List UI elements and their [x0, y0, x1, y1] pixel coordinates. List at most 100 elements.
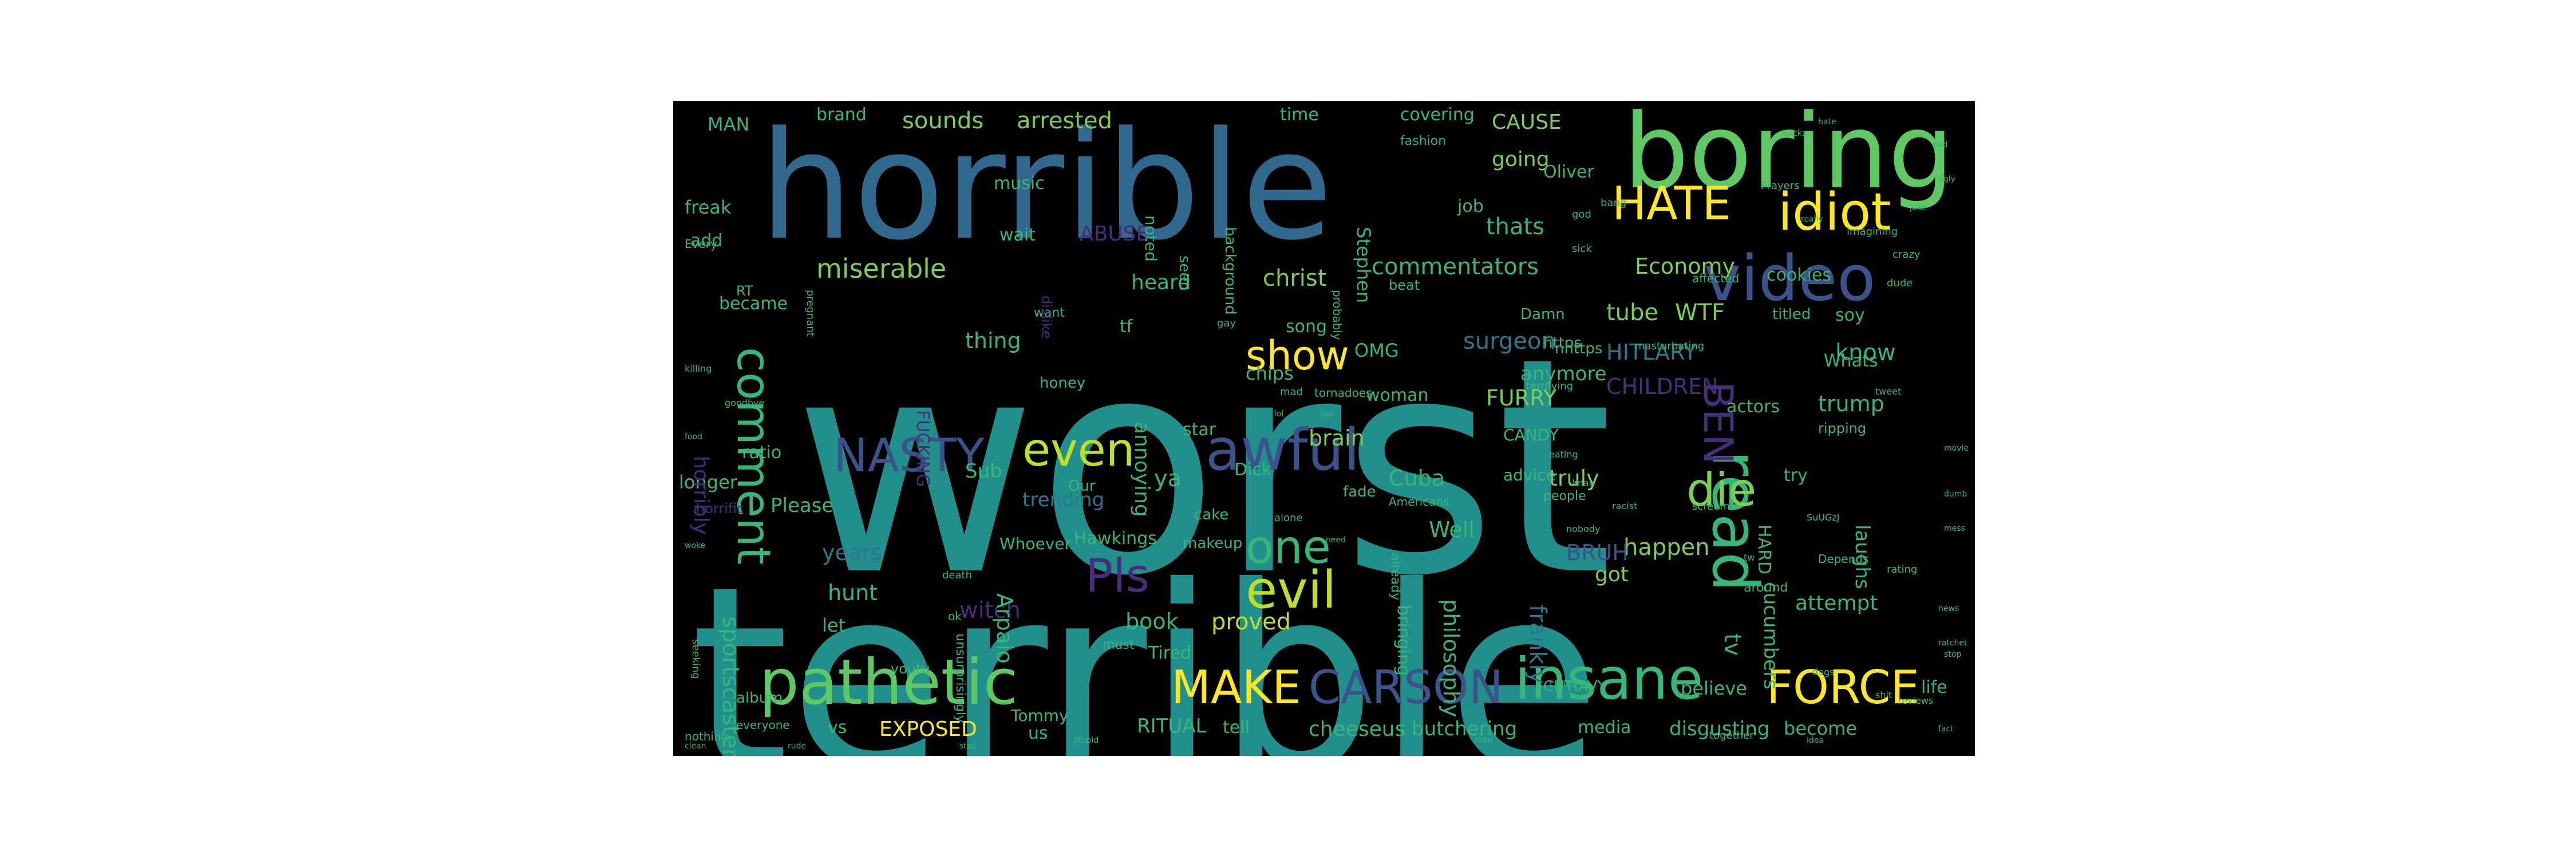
- word-job: job: [1457, 196, 1484, 216]
- word-wtf: WTF: [1675, 300, 1725, 326]
- word-clean: clean: [685, 742, 706, 751]
- word-food: food: [685, 432, 702, 442]
- word-death: death: [942, 569, 972, 581]
- word-annoying: annoying: [1130, 421, 1153, 517]
- word-thats: thats: [1486, 214, 1545, 240]
- word-album: album: [736, 689, 783, 707]
- word-already: already: [1388, 553, 1402, 601]
- word-news: news: [1938, 604, 1959, 613]
- word-truly: truly: [1549, 466, 1599, 491]
- word-nasty: NASTY: [833, 429, 985, 482]
- word-scream: scream: [1692, 501, 1730, 513]
- word-wait: wait: [999, 225, 1036, 245]
- word-carson: CARSON: [1309, 661, 1503, 714]
- word-ratchet: ratchet: [1938, 639, 1967, 648]
- word-whats: Whats: [1824, 351, 1878, 371]
- word-arrested: arrested: [1017, 108, 1112, 134]
- word-boring: boring: [1623, 101, 1954, 212]
- word-tv: tv: [1719, 633, 1745, 656]
- word-yes: yes: [1320, 409, 1334, 419]
- word-awful: awful: [1206, 416, 1360, 483]
- word-book: book: [1125, 609, 1179, 634]
- word-video: video: [1704, 242, 1876, 315]
- word-ugly: ugly: [1938, 175, 1955, 184]
- word-our: Our: [1068, 478, 1096, 495]
- word-reviews: reviews: [1898, 695, 1934, 706]
- word-nothing: nothing: [685, 730, 729, 743]
- word-economy: Economy: [1635, 254, 1735, 279]
- word-gay: gay: [1217, 317, 1236, 329]
- word-let: let: [822, 614, 846, 636]
- word-lol: lol: [1274, 409, 1284, 419]
- word-evil: evil: [1246, 560, 1337, 620]
- word-noted: noted: [1141, 215, 1160, 262]
- word-terrible: terrible: [690, 533, 1602, 756]
- word-got: got: [1595, 563, 1629, 586]
- word-idea: idea: [1807, 736, 1824, 745]
- word-miserable: miserable: [816, 253, 947, 284]
- word-heard: heard: [1131, 271, 1191, 294]
- word-movie: movie: [1944, 444, 1969, 453]
- word-idiot: idiot: [1778, 182, 1891, 242]
- word-tommy: Tommy: [1011, 706, 1069, 725]
- word-pregnant: pregnant: [804, 290, 816, 337]
- word-cause: CAUSE: [1492, 111, 1562, 134]
- word-force: FORCE: [1767, 661, 1919, 714]
- word-going: going: [1492, 148, 1550, 171]
- word-abuse: ABUSE: [1080, 222, 1149, 246]
- word-cookies: cookies: [1767, 265, 1831, 285]
- word-hate: hate: [1818, 117, 1836, 127]
- word-actors: actors: [1726, 397, 1780, 417]
- word-exposed: EXPOSED: [879, 718, 977, 741]
- word-rating: rating: [1887, 564, 1918, 576]
- word-soy: soy: [1835, 305, 1865, 325]
- word-thing: thing: [965, 328, 1021, 353]
- word-fucking: FUCKING: [912, 410, 933, 487]
- word-star: star: [1183, 420, 1216, 440]
- word-ratio: ratio: [742, 443, 782, 463]
- word-ok: ok: [948, 609, 962, 623]
- word-cucumbers: cucumbers: [1759, 582, 1782, 689]
- word-everyone: everyone: [736, 718, 790, 732]
- word-brain: brain: [1309, 425, 1365, 451]
- word-must: must: [1103, 638, 1135, 652]
- word-brand: brand: [816, 105, 867, 125]
- word-fashion: fashion: [1400, 134, 1447, 148]
- word-attempt: attempt: [1795, 592, 1878, 615]
- word-surgeon: surgeon: [1463, 328, 1556, 354]
- word-dumb: dumb: [1944, 490, 1967, 499]
- word-children: CHILDREN: [1606, 374, 1718, 399]
- word-tube: tube: [1606, 300, 1659, 326]
- word-stephen: Stephen: [1353, 227, 1374, 304]
- word-beat: beat: [1389, 277, 1420, 293]
- word-nhttps: nhttps: [1555, 340, 1603, 357]
- word-tell: tell: [1223, 718, 1250, 738]
- word-people: people: [1543, 489, 1586, 503]
- word-horrible: horrible: [759, 101, 1333, 273]
- word-prayers: Prayers: [1761, 180, 1800, 192]
- word-cloud: worst terrible horrible boring pathetic insan…: [673, 101, 1975, 756]
- word-freak: freak: [685, 196, 732, 218]
- word-even: even: [1022, 423, 1135, 476]
- word-racist: racist: [1612, 501, 1638, 511]
- word-one: one: [1246, 521, 1331, 574]
- word-unsurprisingly: unsurprisingly: [953, 633, 967, 723]
- word-suugzj: SuUGzJ: [1807, 512, 1840, 523]
- word-cake: cake: [1194, 506, 1229, 523]
- word-ya: ya: [1154, 466, 1182, 492]
- word-add: add: [690, 231, 723, 251]
- word-stupid: stupid: [1074, 736, 1099, 745]
- word-fade: fade: [1343, 483, 1376, 501]
- word-crazy: crazy: [1893, 249, 1921, 261]
- word-pathetic: pathetic: [759, 645, 1018, 719]
- word-fact: fact: [1938, 724, 1954, 734]
- word-want: want: [1034, 306, 1065, 320]
- word-cuties: cuties: [1549, 678, 1577, 689]
- word-make: MAKE: [1171, 661, 1301, 714]
- word-whoever: Whoever: [999, 534, 1072, 553]
- word-please: Please: [771, 494, 834, 517]
- word-furry: FURRY: [1486, 385, 1557, 411]
- word-oliver: Oliver: [1543, 162, 1594, 182]
- word-youtu: youtu: [891, 661, 930, 677]
- word-tired: Tired: [1148, 643, 1191, 663]
